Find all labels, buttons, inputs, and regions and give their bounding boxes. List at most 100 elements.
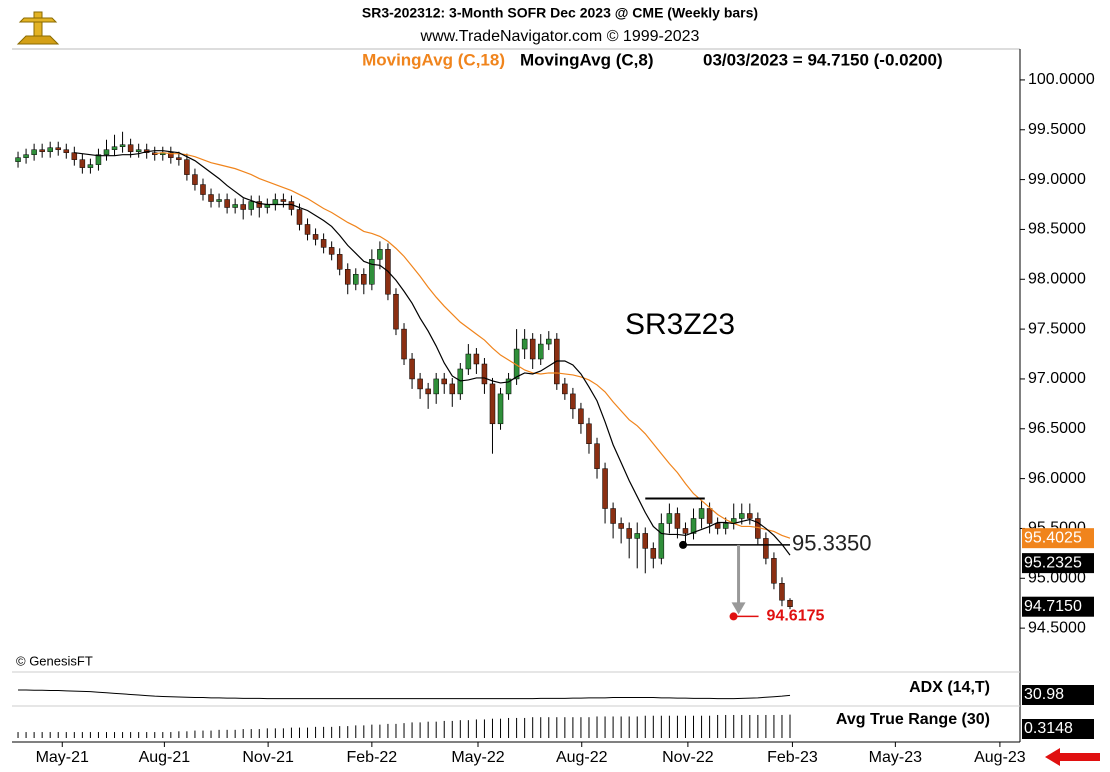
candle-body — [256, 201, 263, 208]
candle-body — [473, 353, 480, 365]
candle-body — [353, 274, 359, 285]
candle-body — [377, 249, 383, 260]
atr-value: 0.3148 — [1024, 720, 1073, 737]
candle-body — [103, 149, 110, 155]
target-arrowhead — [731, 602, 746, 615]
candle-body — [272, 199, 279, 205]
candle-body — [739, 513, 745, 519]
ma8-value-box — [1022, 553, 1094, 574]
x-tick-label: Nov-21 — [242, 749, 294, 766]
candle-body — [433, 378, 439, 395]
candle-body — [336, 254, 343, 270]
x-tick-label: Aug-22 — [556, 749, 608, 766]
candle-body — [135, 149, 142, 152]
candle-body — [95, 154, 102, 165]
y-tick-label: 94.5000 — [1028, 619, 1086, 636]
candle-body — [586, 423, 592, 444]
candle-body — [15, 157, 21, 162]
candle-body — [787, 599, 793, 607]
chart-title: SR3-202312: 3-Month SOFR Dec 2023 @ CME … — [362, 5, 758, 21]
y-tick-label: 96.0000 — [1028, 470, 1086, 487]
candle-body — [111, 146, 118, 150]
y-tick-label: 99.5000 — [1028, 121, 1086, 138]
candle-body — [714, 523, 721, 529]
candle-body — [401, 328, 407, 360]
candle-body — [184, 159, 190, 175]
candle-body — [417, 378, 423, 390]
candle-body — [320, 239, 327, 248]
candle-body — [328, 247, 335, 255]
adx-label: ADX (14,T) — [909, 679, 990, 696]
candle-body — [296, 209, 303, 225]
candle-body — [31, 149, 37, 155]
candle-body — [441, 378, 447, 385]
x-tick-label: Aug-23 — [974, 749, 1026, 766]
candle-body — [763, 538, 769, 559]
ma8-value: 95.2325 — [1024, 554, 1082, 571]
x-tick-label: Feb-22 — [347, 749, 398, 766]
candle-body — [176, 157, 182, 160]
candle-body — [706, 508, 713, 524]
adx-line — [18, 689, 791, 700]
candle-body — [39, 149, 45, 152]
legend-entry: MovingAvg (C,18) — [362, 50, 505, 69]
ma18-value: 95.4025 — [1024, 529, 1082, 546]
candle-body — [344, 269, 351, 285]
candle-body — [634, 533, 640, 539]
x-tick-label: Aug-21 — [139, 749, 191, 766]
candle-body — [618, 523, 624, 529]
readout: 03/03/2023 = 94.7150 (-0.0200) — [703, 50, 943, 69]
scroll-arrow[interactable] — [1045, 748, 1100, 766]
x-tick-label: Nov-22 — [662, 749, 714, 766]
y-tick-label: 98.5000 — [1028, 221, 1086, 238]
candle-body — [425, 388, 431, 395]
candle-body — [537, 343, 544, 360]
candle-body — [55, 147, 61, 150]
atr-value-box — [1022, 719, 1094, 739]
candle-body — [71, 152, 78, 160]
x-tick-label: May-21 — [36, 749, 89, 766]
chart-subtitle: www.TradeNavigator.com © 1999-2023 — [420, 28, 700, 45]
candle-body — [682, 528, 689, 534]
candle-body — [63, 149, 70, 153]
candle-body — [304, 224, 311, 235]
candle-body — [192, 174, 198, 185]
candle-body — [521, 338, 528, 350]
legend-entry: MovingAvg (C,8) — [520, 50, 653, 69]
candle-body — [570, 393, 576, 410]
candle-body — [361, 274, 367, 285]
candle-body — [449, 383, 456, 395]
candle-body — [127, 144, 134, 152]
candle-body — [240, 204, 246, 210]
y-tick-label: 99.0000 — [1028, 171, 1086, 188]
adx-value-box — [1022, 685, 1094, 705]
atr-label: Avg True Range (30) — [836, 711, 990, 728]
candle-body — [690, 518, 697, 534]
y-tick-label: 97.5000 — [1028, 320, 1086, 337]
candle-body — [393, 293, 399, 330]
ma18-value-box — [1022, 528, 1094, 549]
candle-body — [642, 533, 649, 549]
moving-average — [154, 152, 791, 539]
candle-body — [505, 378, 512, 395]
candle-body — [280, 199, 287, 202]
candle-body — [658, 523, 665, 559]
y-tick-label: 96.5000 — [1028, 420, 1086, 437]
watermark: © GenesisFT — [16, 653, 93, 668]
y-tick-label: 95.0000 — [1028, 570, 1086, 587]
y-tick-label: 100.0000 — [1028, 71, 1095, 88]
candle-body — [771, 558, 777, 584]
candle-body — [610, 508, 616, 524]
candle-body — [489, 383, 496, 425]
last-close: 94.7150 — [1024, 598, 1082, 615]
candle-body — [497, 393, 504, 425]
candle-body — [409, 358, 415, 380]
candle-body — [79, 159, 86, 168]
candle-body — [23, 154, 29, 158]
candle-body — [465, 353, 472, 370]
level-label: 95.3350 — [792, 531, 872, 556]
candle-body — [216, 199, 222, 202]
moving-average — [74, 150, 791, 556]
candle-body — [578, 408, 584, 425]
